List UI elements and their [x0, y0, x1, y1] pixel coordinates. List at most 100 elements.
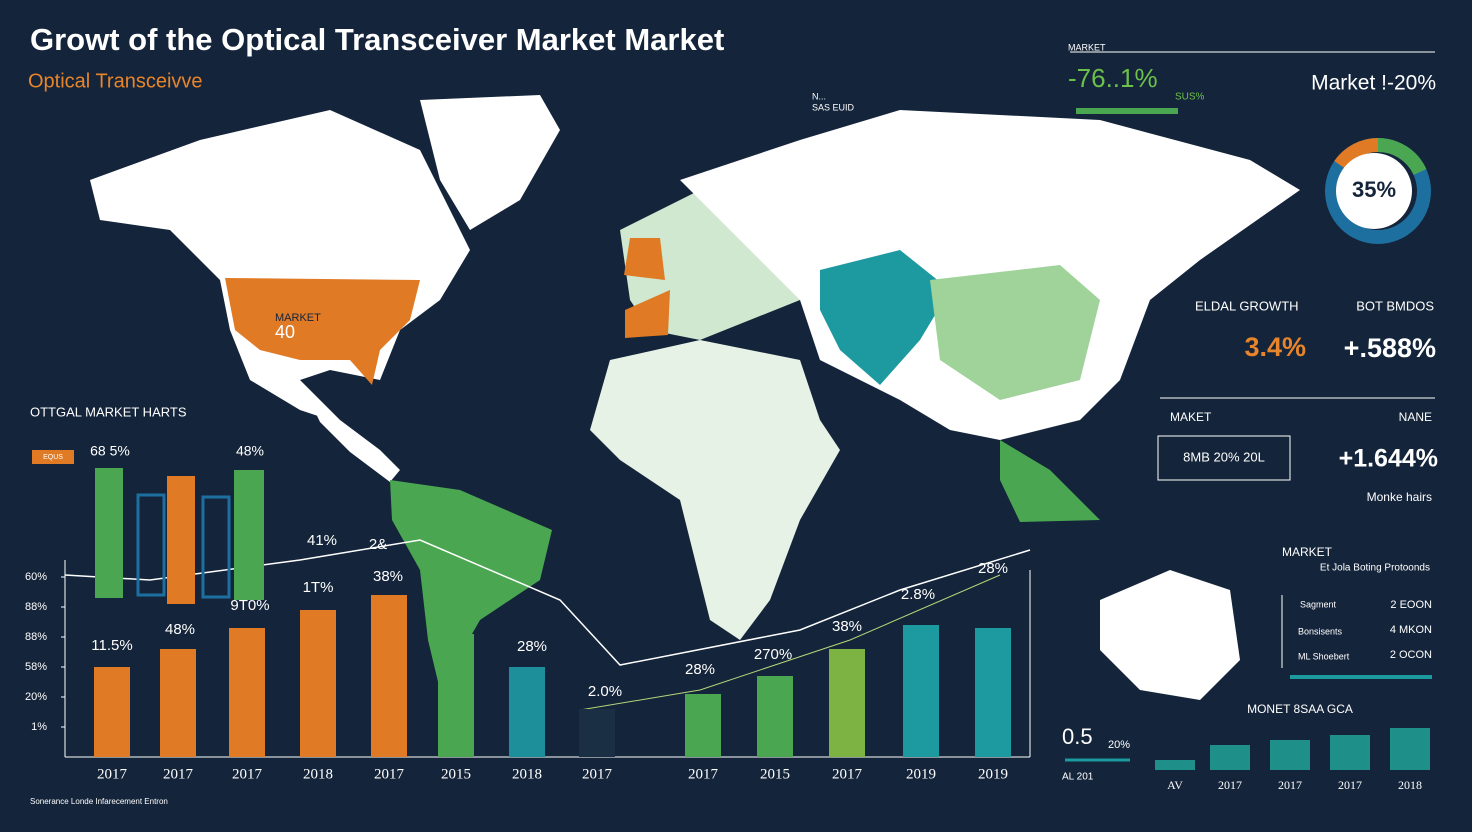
south-america	[390, 480, 552, 690]
southeast-asia	[1000, 440, 1100, 522]
bar	[438, 634, 474, 757]
y-tick-label: 60%	[25, 571, 47, 583]
row-name: ML Shoebert	[1298, 651, 1350, 661]
panel-sub: Et Jola Boting Protoonds	[1320, 563, 1430, 574]
bar	[975, 628, 1011, 757]
donut-label: 35%	[1352, 177, 1396, 202]
inset-bar	[136, 493, 166, 597]
panel-value: Market !-20%	[1311, 72, 1436, 95]
x-tick-label: 2018	[1398, 778, 1422, 792]
panel-sub: SUS%	[1175, 92, 1205, 103]
panel-sub: AL 201	[1062, 772, 1094, 783]
panel-value: 0.5	[1062, 724, 1093, 749]
bar	[160, 649, 196, 757]
row-value: 2 OCON	[1390, 649, 1432, 661]
uk	[624, 238, 665, 280]
annotation: 28%	[978, 560, 1008, 577]
bar	[94, 667, 130, 757]
central-asia	[820, 250, 950, 385]
bar	[1330, 735, 1370, 770]
usa	[225, 278, 420, 385]
annotation: 38%	[832, 618, 862, 635]
panel-label: Monke hairs	[1367, 490, 1432, 504]
panel-box	[1157, 435, 1291, 481]
annotation: 28%	[685, 661, 715, 678]
x-tick-label: 2017	[688, 766, 719, 782]
panel-value: -76..1%	[1068, 63, 1158, 93]
trend-line	[64, 539, 1031, 666]
australia	[1100, 570, 1240, 700]
world-map	[90, 95, 1300, 700]
bar	[903, 625, 939, 757]
panel-label: MARKET	[1282, 545, 1333, 559]
row-value: 2 EOON	[1390, 599, 1432, 611]
bar	[1155, 760, 1195, 770]
x-tick-label: 2019	[906, 766, 936, 782]
x-tick-label: 2017	[582, 766, 613, 782]
map-label: MARKET	[275, 312, 321, 324]
panel-box-text: 8MB 20% 20L	[1183, 449, 1265, 464]
bar	[757, 676, 793, 757]
inset-bar	[234, 470, 264, 600]
donut-ring	[1377, 137, 1427, 176]
inset-tag-bg	[32, 450, 74, 464]
bar	[829, 649, 865, 757]
x-tick-label: 2017	[374, 766, 405, 782]
y-tick-label: 1%	[31, 721, 47, 733]
inset-tag: EQUS	[43, 454, 63, 461]
x-tick-label: AV	[1167, 778, 1183, 792]
annotation: 2.0%	[588, 683, 622, 700]
panel-value: +1.644%	[1339, 445, 1438, 473]
annotation: 2.8%	[901, 586, 935, 603]
inset-label: 48%	[236, 443, 264, 459]
title: Growt of the Optical Transceiver Market …	[30, 22, 724, 57]
y-tick-label: 58%	[25, 661, 47, 673]
panel-value: 3.4%	[1244, 332, 1306, 362]
annotation: 9T0%	[230, 597, 269, 614]
annotation: 48%	[165, 621, 195, 638]
bar	[579, 709, 615, 757]
map-label: N...	[812, 91, 826, 101]
x-tick-label: 2015	[760, 766, 790, 782]
y-tick-label: 20%	[25, 691, 47, 703]
small-bar-chart: AV 2017 2017 2017 2018 MONET 8SAA GCA	[1155, 702, 1430, 792]
x-tick-label: 2017	[232, 766, 263, 782]
bar	[371, 595, 407, 757]
y-tick-label: 88%	[25, 631, 47, 643]
x-tick-label: 2017	[1218, 778, 1242, 792]
panel-label: ELDAL GROWTH	[1195, 298, 1299, 313]
row-name: Bonsisents	[1298, 626, 1343, 636]
inset-bar	[167, 476, 195, 604]
bar	[509, 667, 545, 757]
bar	[1390, 728, 1430, 770]
iberia	[625, 290, 670, 338]
bar	[1210, 745, 1250, 770]
row-name: Sagment	[1300, 599, 1337, 609]
chart-title: MONET 8SAA GCA	[1247, 702, 1353, 716]
annotation: 28%	[517, 638, 547, 655]
panel-bar	[1076, 108, 1178, 114]
panel-value: +.588%	[1344, 333, 1436, 363]
panel-tag: MARKET	[1068, 42, 1106, 52]
x-tick-label: 2017	[97, 766, 128, 782]
subtitle: Optical Transceivve	[28, 70, 203, 92]
x-tick-label: 2015	[441, 766, 471, 782]
x-tick-label: 2018	[303, 766, 333, 782]
africa	[590, 340, 840, 640]
map-label: 40	[275, 322, 295, 342]
annotation: 1T%	[303, 579, 334, 596]
source: Sonerance Londe Infarecement Entron	[30, 797, 168, 806]
donut-center	[1336, 153, 1412, 229]
panel-label: BOT BMDOS	[1356, 298, 1434, 313]
x-tick-label: 2017	[163, 766, 194, 782]
x-tick-label: 2019	[978, 766, 1008, 782]
china	[930, 265, 1100, 400]
map-label: MARKESW	[925, 503, 977, 514]
greenland	[420, 95, 560, 230]
annotation: 38%	[373, 568, 403, 585]
row-value: 4 MKON	[1390, 624, 1432, 636]
map-label: SAS EUID	[812, 102, 855, 112]
inset-bar	[201, 495, 231, 599]
annotation: 11.5%	[91, 637, 132, 654]
